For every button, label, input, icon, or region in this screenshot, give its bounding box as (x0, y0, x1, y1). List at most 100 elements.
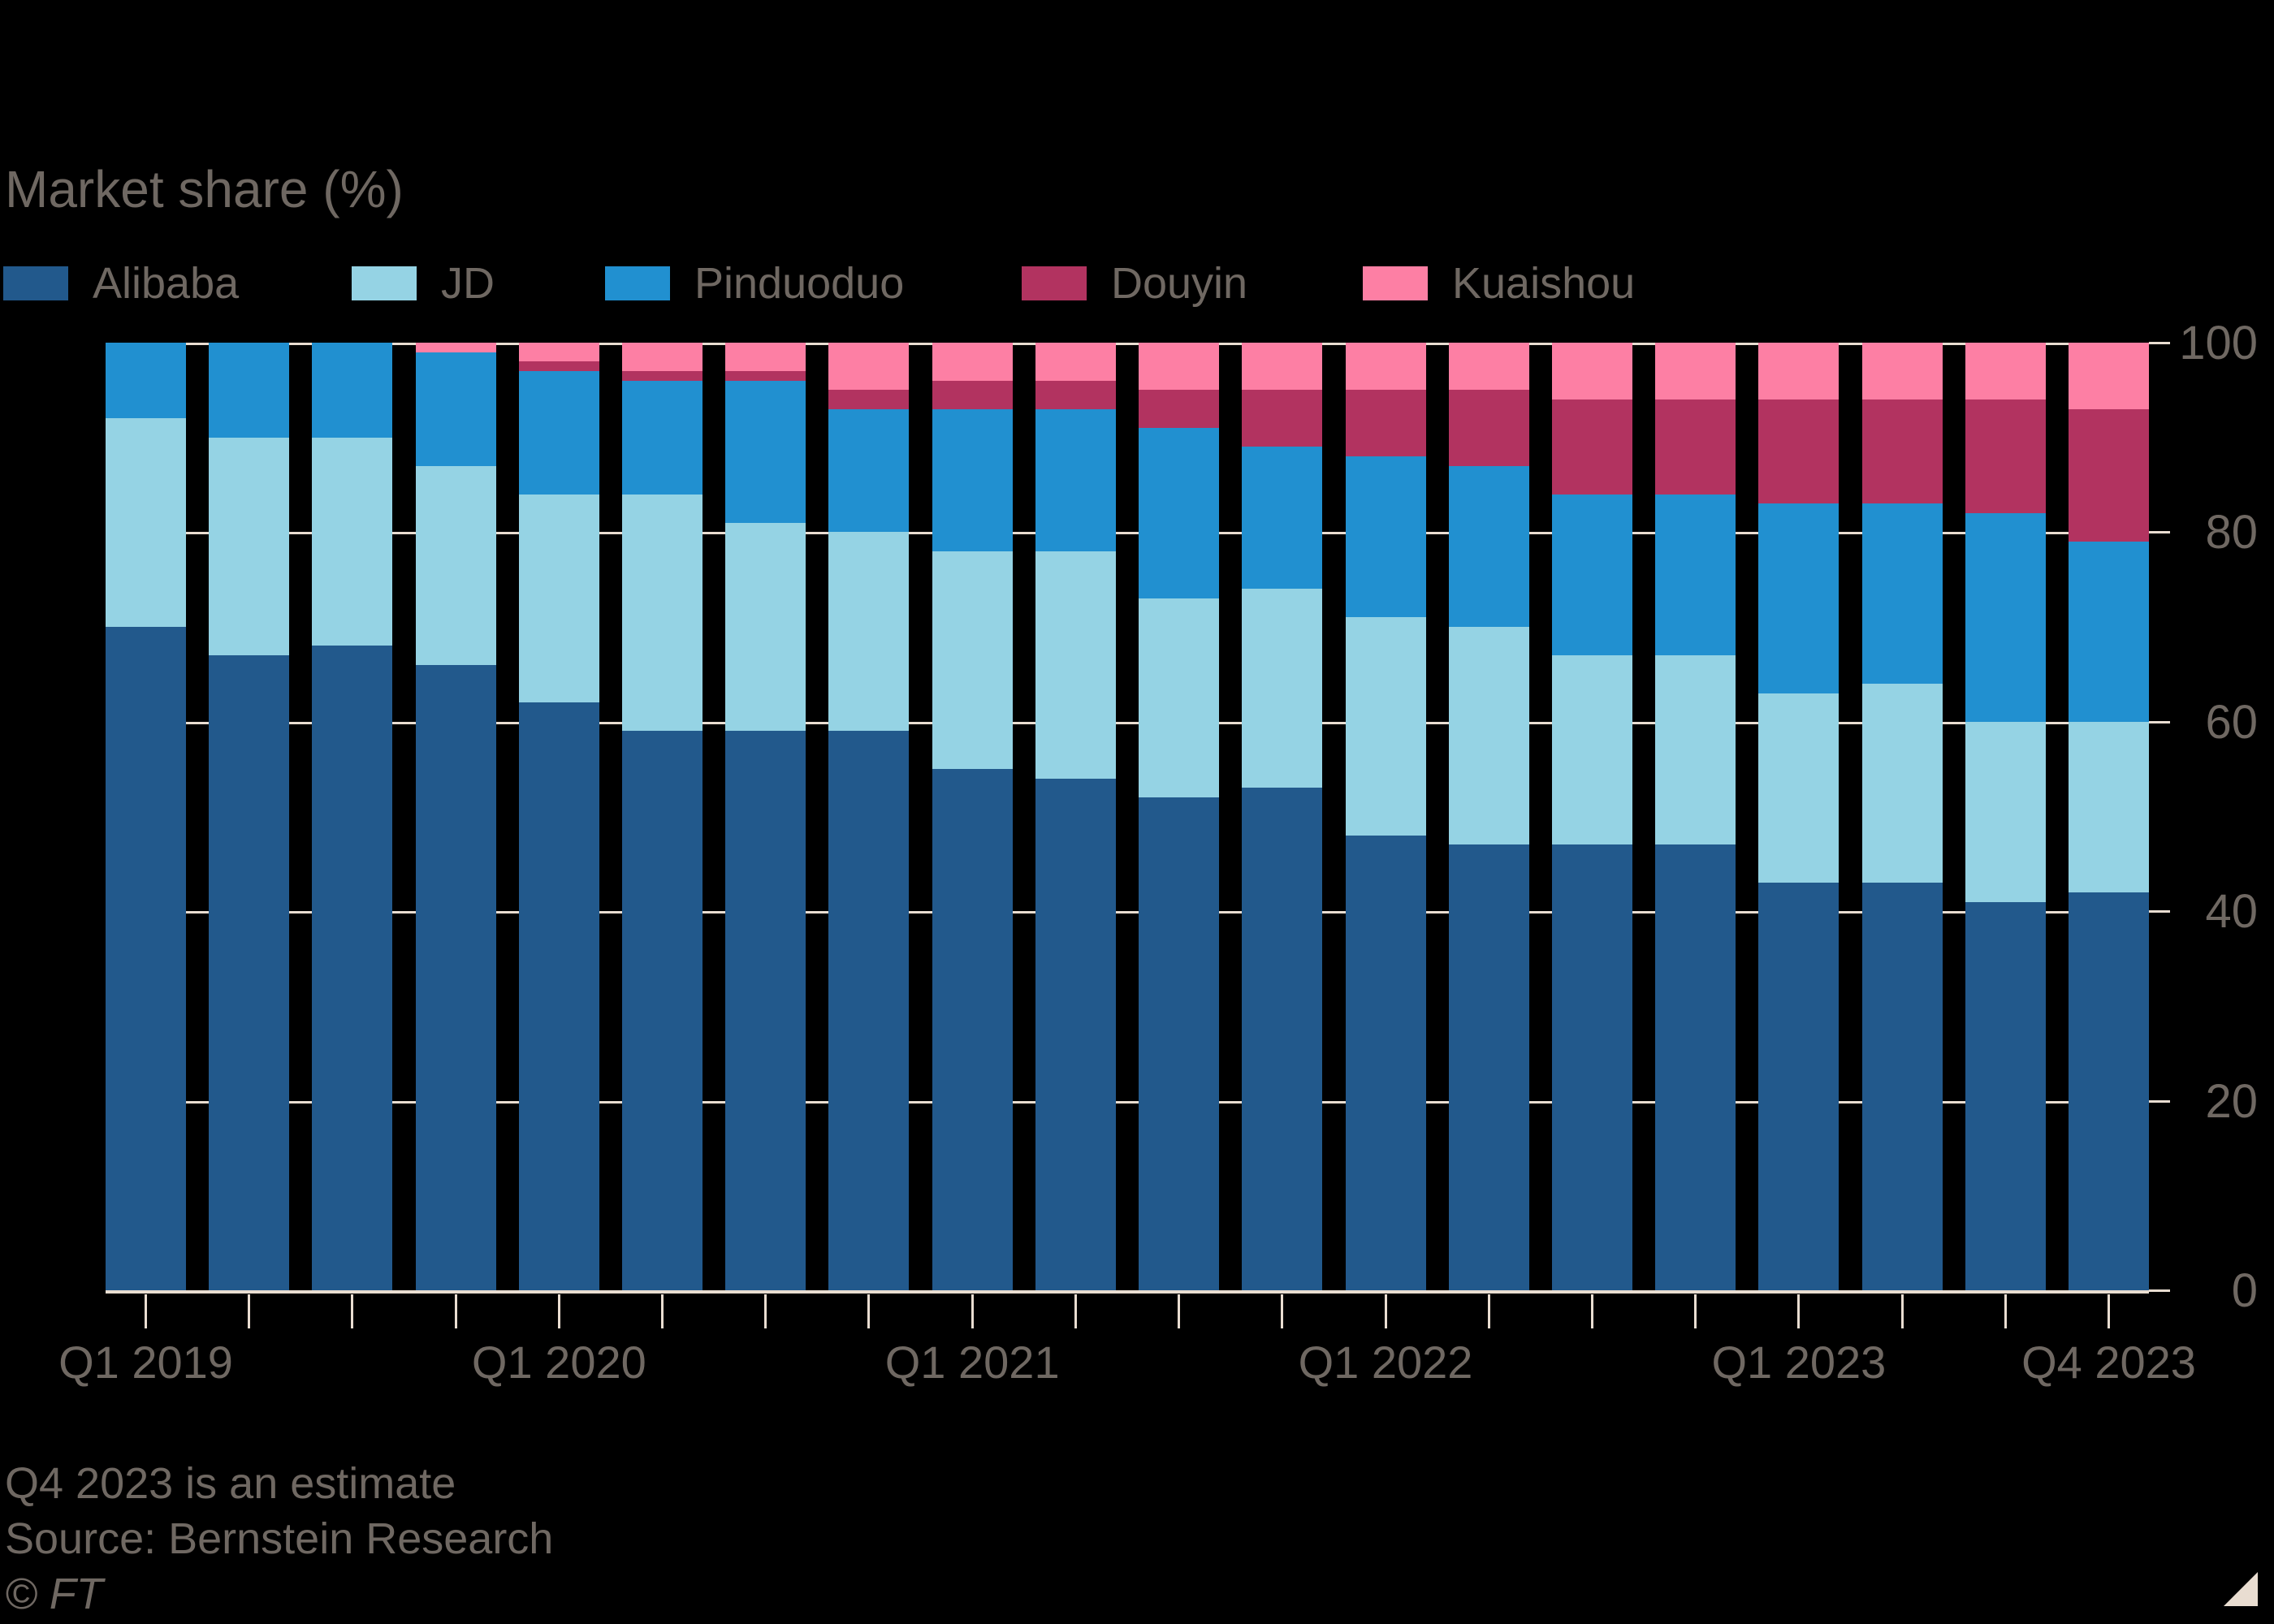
y-axis-tick-60 (2149, 720, 2170, 723)
bar-segment-alibaba (312, 646, 393, 1290)
bar-segment-jd (312, 437, 393, 646)
bar-segment-pinduoduo (828, 408, 910, 533)
x-axis-tick-2 (248, 1294, 251, 1328)
bar-segment-jd (1551, 655, 1632, 845)
bar-segment-kuaishou (1242, 343, 1323, 391)
gridline-40 (106, 911, 2149, 914)
bar-segment-jd (932, 551, 1013, 770)
y-axis-label-20: 20 (2205, 1074, 2258, 1128)
bar-segment-alibaba (622, 731, 703, 1290)
x-axis-tick-6 (661, 1294, 664, 1328)
footnote-source: Source: Bernstein Research (5, 1514, 554, 1563)
x-axis-tick-3 (351, 1294, 354, 1328)
bar-segment-kuaishou (1448, 343, 1529, 391)
legend-label-jd: JD (441, 259, 495, 308)
bar-q3-2023 (1965, 343, 2046, 1290)
x-axis-line (106, 1290, 2149, 1294)
bar-segment-douyin (2069, 408, 2149, 542)
bar-segment-pinduoduo (1655, 494, 1736, 656)
bar-segment-alibaba (106, 627, 186, 1290)
footnote-estimate: Q4 2023 is an estimate (5, 1459, 456, 1508)
x-axis-tick-4 (454, 1294, 457, 1328)
x-axis-tick-18 (1900, 1294, 1904, 1328)
bar-segment-pinduoduo (1861, 503, 1943, 685)
legend-label-pinduoduo: Pinduoduo (694, 259, 905, 308)
x-axis-tick-19 (2004, 1294, 2007, 1328)
x-axis-label-q1-2023: Q1 2023 (1711, 1337, 1887, 1388)
y-axis-tick-40 (2149, 910, 2170, 914)
bar-segment-alibaba (1345, 835, 1426, 1290)
legend-swatch-alibaba (3, 266, 68, 300)
legend-item-kuaishou: Kuaishou (1363, 258, 1635, 309)
bar-segment-alibaba (1242, 788, 1323, 1290)
bar-segment-alibaba (828, 731, 910, 1290)
x-axis-label-q1-2019: Q1 2019 (58, 1337, 233, 1388)
bar-q1-2021 (932, 343, 1013, 1290)
bar-segment-jd (2069, 721, 2149, 892)
bar-segment-pinduoduo (209, 343, 290, 438)
bar-segment-kuaishou (1035, 343, 1116, 381)
bar-segment-douyin (1655, 400, 1736, 495)
legend-label-alibaba: Alibaba (93, 259, 240, 308)
bar-segment-jd (725, 522, 806, 732)
bar-segment-jd (1861, 684, 1943, 883)
bar-segment-alibaba (1035, 778, 1116, 1290)
x-axis-label-q4-2023: Q4 2023 (2021, 1337, 2196, 1388)
gridline-20 (106, 1100, 2149, 1104)
bar-segment-douyin (1139, 390, 1220, 429)
bar-segment-jd (1139, 598, 1220, 798)
x-axis-tick-5 (557, 1294, 560, 1328)
bar-segment-kuaishou (1965, 343, 2046, 400)
x-axis-label-q1-2022: Q1 2022 (1298, 1337, 1473, 1388)
bar-segment-douyin (1965, 400, 2046, 514)
bar-segment-douyin (725, 371, 806, 381)
bar-segment-pinduoduo (1551, 494, 1632, 656)
x-axis-tick-9 (971, 1294, 974, 1328)
legend-item-pinduoduo: Pinduoduo (605, 258, 904, 309)
bar-segment-jd (106, 418, 186, 628)
bar-segment-jd (1345, 617, 1426, 836)
y-axis-tick-0 (2149, 1289, 2170, 1292)
bar-segment-pinduoduo (2069, 542, 2149, 722)
bar-q4-2020 (828, 343, 910, 1290)
bar-segment-douyin (1551, 400, 1632, 495)
corner-triangle-icon (2224, 1572, 2258, 1606)
bar-q2-2022 (1448, 343, 1529, 1290)
bar-segment-alibaba (1448, 844, 1529, 1290)
gridline-100 (106, 343, 2149, 345)
y-axis-label-80: 80 (2205, 506, 2258, 559)
bar-segment-douyin (828, 390, 910, 409)
x-axis-tick-16 (1694, 1294, 1697, 1328)
y-axis-label-0: 0 (2231, 1264, 2258, 1317)
bar-q4-2019 (415, 343, 496, 1290)
bar-segment-pinduoduo (518, 370, 599, 495)
bar-segment-kuaishou (1655, 343, 1736, 400)
y-axis-label-40: 40 (2205, 885, 2258, 939)
bar-segment-kuaishou (1551, 343, 1632, 400)
bar-segment-kuaishou (1139, 343, 1220, 391)
bar-segment-pinduoduo (1345, 456, 1426, 618)
bar-segment-pinduoduo (1139, 428, 1220, 599)
bar-segment-alibaba (932, 769, 1013, 1290)
ft-credit: © FT (5, 1570, 103, 1618)
bar-segment-pinduoduo (725, 380, 806, 523)
bar-segment-jd (1655, 655, 1736, 845)
legend-swatch-douyin (1022, 266, 1087, 300)
x-axis-tick-13 (1384, 1294, 1387, 1328)
bar-segment-douyin (1345, 390, 1426, 457)
x-axis-label-q1-2021: Q1 2021 (884, 1337, 1060, 1388)
bar-segment-jd (1035, 551, 1116, 779)
bar-segment-alibaba (2069, 892, 2149, 1290)
bar-segment-kuaishou (828, 343, 910, 391)
bar-segment-alibaba (1551, 844, 1632, 1290)
legend-swatch-kuaishou (1363, 266, 1428, 300)
x-axis-label-q1-2020: Q1 2020 (471, 1337, 646, 1388)
bar-segment-kuaishou (1861, 343, 1943, 400)
x-axis-tick-7 (764, 1294, 767, 1328)
y-axis-tick-100 (2149, 342, 2170, 344)
x-axis-tick-20 (2108, 1294, 2110, 1328)
bar-q3-2019 (312, 343, 393, 1290)
gridline-60 (106, 721, 2149, 724)
legend-item-douyin: Douyin (1022, 258, 1247, 309)
bar-q2-2021 (1035, 343, 1116, 1290)
